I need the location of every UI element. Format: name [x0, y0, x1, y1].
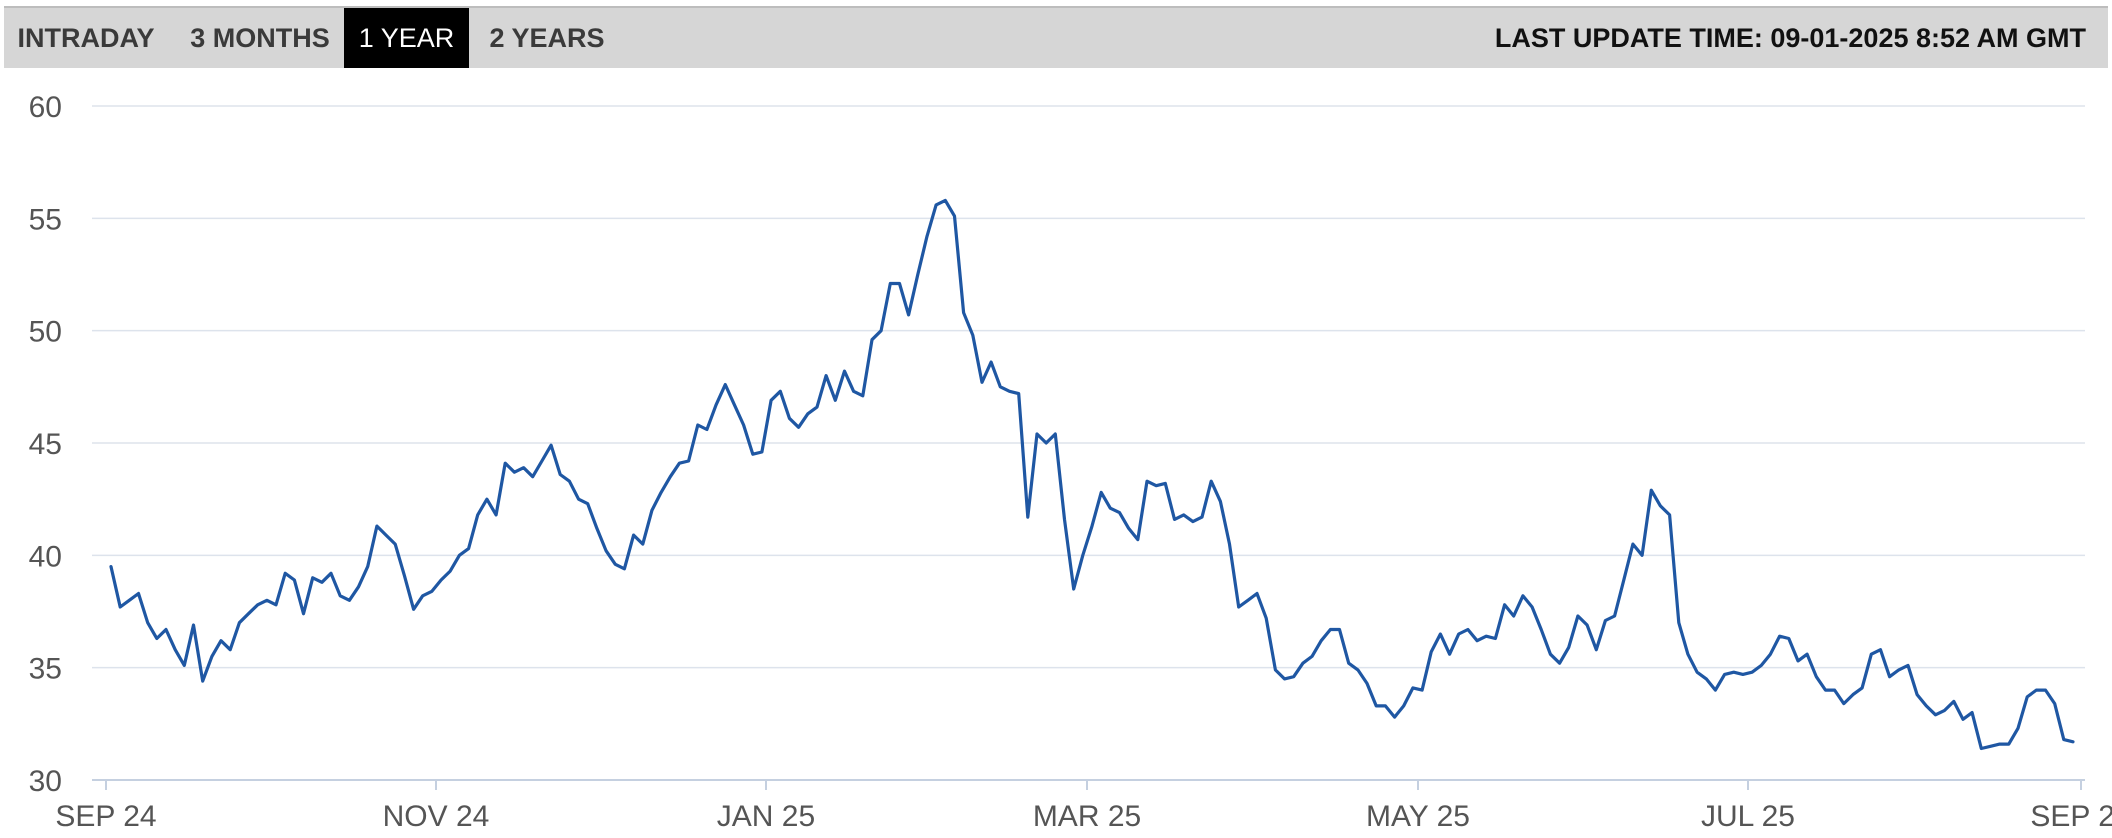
tab-2-years[interactable]: 2 YEARS — [489, 23, 605, 53]
y-tick-label: 55 — [29, 203, 62, 236]
tab-3-months[interactable]: 3 MONTHS — [190, 23, 330, 53]
last-update-time: LAST UPDATE TIME: 09-01-2025 8:52 AM GMT — [1494, 23, 2086, 53]
y-tick-label: 60 — [29, 91, 62, 124]
tab-1-year[interactable]: 1 YEAR — [344, 8, 469, 68]
y-tick-label: 35 — [29, 653, 62, 686]
y-tick-label: 45 — [29, 428, 62, 461]
x-tick-label: SEP 24 — [55, 800, 156, 833]
y-tick-label: 50 — [29, 316, 62, 349]
tab-intraday[interactable]: INTRADAY — [17, 23, 155, 53]
x-tick-label: NOV 24 — [383, 800, 490, 833]
x-tick-label: JUL 25 — [1701, 800, 1795, 833]
x-tick-label: JAN 25 — [717, 800, 815, 833]
x-tick-label: SEP 25 — [2030, 800, 2112, 833]
x-tick-label: MAY 25 — [1366, 800, 1470, 833]
x-tick-label: MAR 25 — [1033, 800, 1141, 833]
price-series-line — [109, 198, 2075, 751]
y-tick-label: 30 — [29, 765, 62, 798]
price-line-chart: 30 35 40 45 50 55 60 SEP 24 NOV 24 JAN 25 MAR 25 MA… — [29, 91, 2112, 833]
y-tick-label: 40 — [29, 540, 62, 573]
range-tab-bar: INTRADAY 3 MONTHS 1 YEAR 2 YEARS LAST UP… — [4, 6, 2108, 68]
